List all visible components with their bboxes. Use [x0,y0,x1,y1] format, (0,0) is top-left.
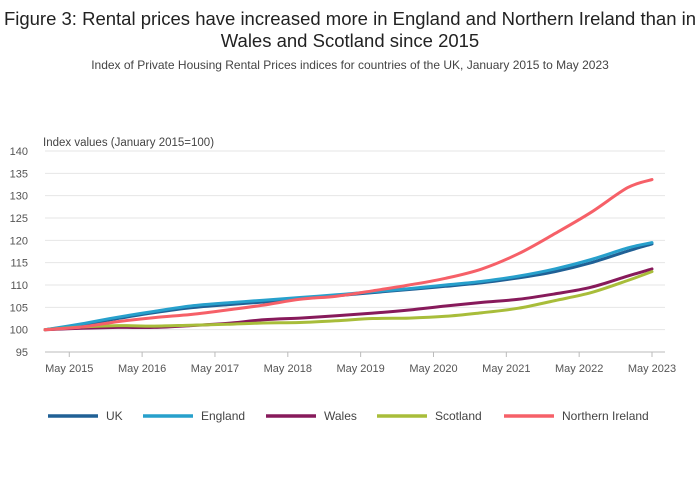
x-tick-label: May 2015 [45,363,93,375]
series-line-scotland [43,270,654,332]
y-tick-label: 110 [10,280,28,292]
x-tick-label: May 2020 [409,363,457,375]
y-tick-label: 100 [10,325,28,337]
x-axis-ticks: May 2015 May 2016 May 2017 May 2018 May 2019… [45,352,676,375]
y-tick-label: 120 [10,235,28,247]
chart-title: Figure 3: Rental prices have increased m… [3,8,697,51]
y-axis-title: Index values (January 2015=100) [43,137,214,149]
x-tick-label: May 2016 [118,363,166,375]
legend: UK England Wales Scotland Northern Ireland [48,409,649,423]
y-tick-label: 140 [10,146,28,158]
legend-label-uk: UK [106,409,123,423]
series-line-uk [43,242,654,332]
y-tick-label: 135 [10,168,28,180]
y-tick-label: 130 [10,191,28,203]
y-tick-label: 115 [10,258,28,270]
y-tick-label: 125 [10,213,28,225]
series-line-northern-ireland [43,178,654,332]
legend-label-england: England [201,409,245,423]
legend-label-northern-ireland: Northern Ireland [562,409,649,423]
gridlines [45,150,665,353]
x-tick-label: May 2023 [628,363,676,375]
x-tick-label: May 2018 [264,363,312,375]
x-tick-label: May 2021 [482,363,530,375]
x-tick-label: May 2017 [191,363,239,375]
x-tick-label: May 2022 [555,363,603,375]
series-lines [43,178,654,332]
y-tick-label: 105 [10,302,28,314]
legend-label-scotland: Scotland [435,409,482,423]
x-tick-label: May 2019 [336,363,384,375]
y-tick-label: 95 [16,347,28,359]
y-axis-ticks: 95 100 105 110 115 120 125 130 135 140 [10,146,28,359]
chart-subtitle: Index of Private Housing Rental Prices i… [91,58,609,72]
legend-label-wales: Wales [324,409,357,423]
